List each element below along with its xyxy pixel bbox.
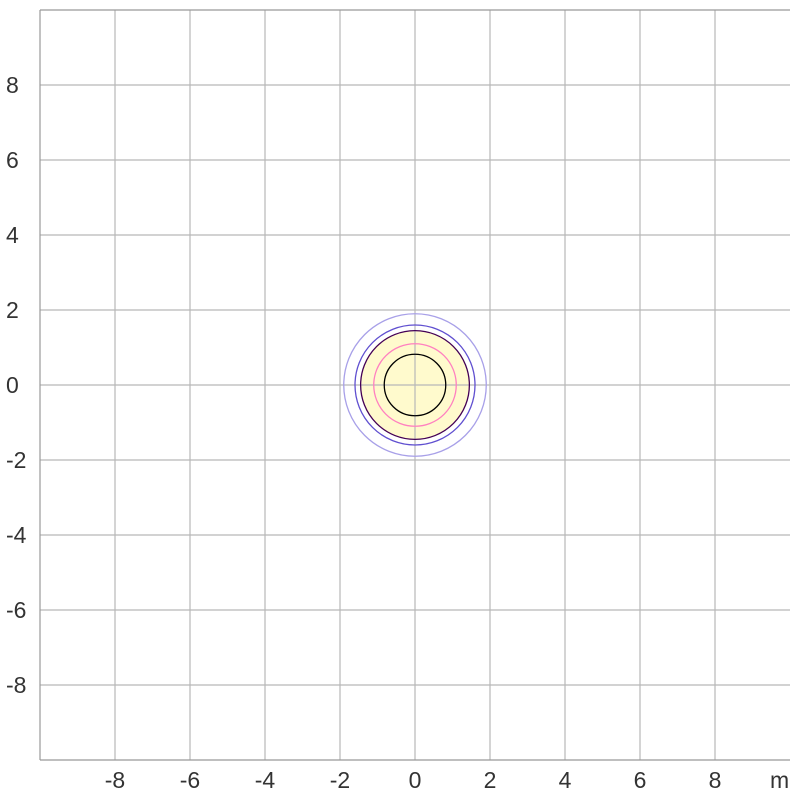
x-tick-label: -6 xyxy=(180,767,200,793)
y-tick-label: 8 xyxy=(6,72,19,98)
plot-area: -8 -6 -4 -2 0 2 4 6 8 8 6 4 2 0 -2 -4 -6 -8 m xyxy=(6,9,790,793)
y-tick-label: -6 xyxy=(6,597,26,623)
contour-line-1 xyxy=(383,353,447,417)
y-tick-label: -4 xyxy=(6,522,27,548)
contour-line-3 xyxy=(359,329,471,441)
y-tick-label: 6 xyxy=(6,147,19,173)
contour-line-2 xyxy=(373,343,457,427)
y-tick-label: 2 xyxy=(6,297,19,323)
x-tick-label: -8 xyxy=(105,767,125,793)
x-tick-label: -4 xyxy=(255,767,276,793)
x-tick-label: -2 xyxy=(330,767,350,793)
y-tick-label: -2 xyxy=(6,447,26,473)
y-tick-label: 0 xyxy=(6,372,19,398)
y-tick-label: -8 xyxy=(6,672,26,698)
contour-line-4 xyxy=(354,324,476,446)
x-tick-label: 6 xyxy=(634,767,647,793)
x-unit-label: m xyxy=(770,767,789,793)
x-tick-label: 4 xyxy=(559,767,572,793)
x-tick-label: 8 xyxy=(709,767,722,793)
x-tick-label: 0 xyxy=(409,767,422,793)
contour-line-5 xyxy=(343,313,487,457)
x-tick-label: 2 xyxy=(484,767,497,793)
y-tick-label: 4 xyxy=(6,222,19,248)
